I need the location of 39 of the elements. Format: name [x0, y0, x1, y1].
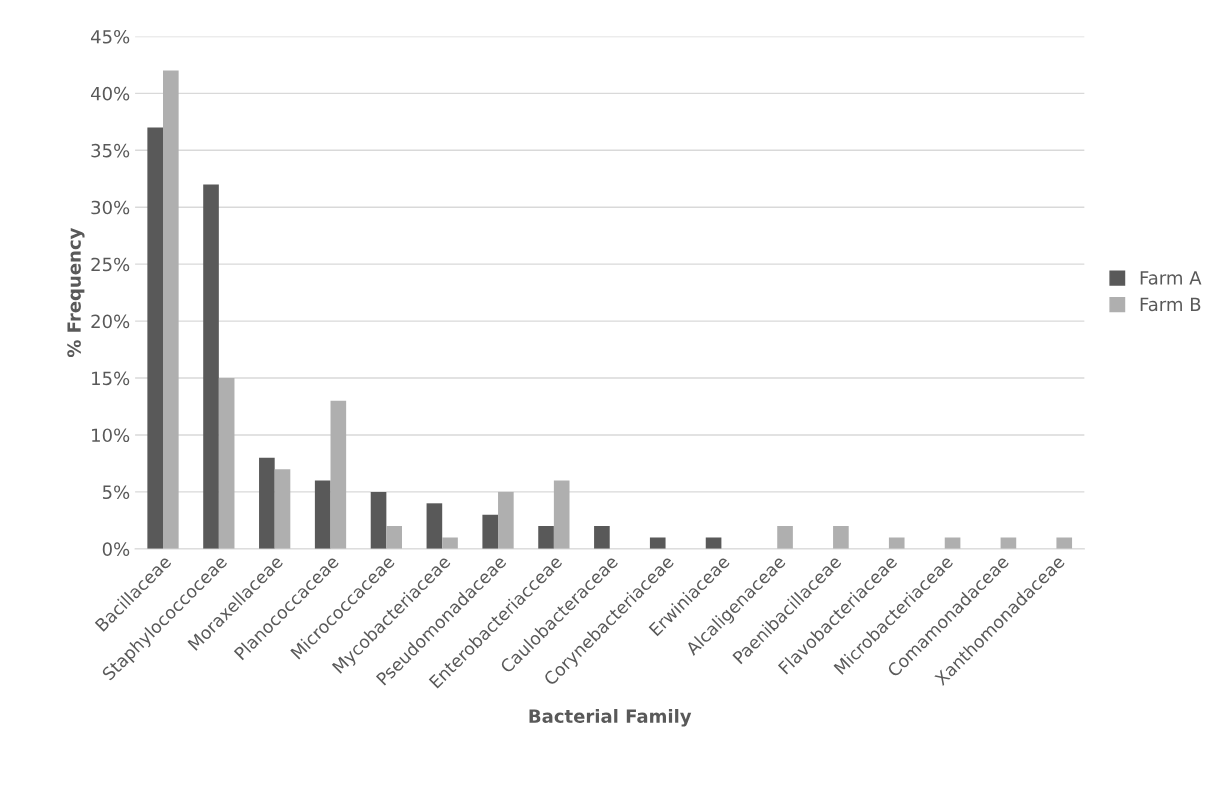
y-tick-label: 5%	[102, 485, 130, 500]
bar	[705, 537, 722, 549]
y-tick-label: 0%	[102, 542, 130, 556]
legend-label: Farm B	[1140, 297, 1201, 312]
bar	[888, 537, 905, 549]
bar	[944, 537, 961, 549]
bar	[330, 400, 347, 549]
bar	[553, 480, 570, 549]
bar	[314, 480, 331, 549]
y-tick-label: 35%	[91, 143, 130, 158]
bar	[833, 526, 849, 549]
bar	[594, 526, 610, 549]
y-tick-label: 40%	[90, 86, 130, 101]
y-tick-label: 45%	[90, 29, 130, 44]
bar	[259, 457, 275, 549]
bar	[218, 378, 235, 549]
bar	[370, 491, 387, 549]
bar	[147, 127, 164, 549]
bar	[163, 70, 179, 549]
bar	[442, 537, 458, 549]
bar	[538, 526, 554, 549]
bar	[498, 491, 514, 549]
bar	[203, 184, 219, 549]
legend-label: Farm A	[1140, 271, 1202, 285]
y-axis-title: % Frequency	[67, 227, 85, 358]
bar	[1000, 537, 1017, 549]
bar	[274, 469, 291, 549]
y-tick-label: 10%	[92, 428, 130, 443]
bar	[777, 526, 793, 549]
y-tick-label: 30%	[91, 200, 130, 215]
bar	[426, 503, 443, 549]
y-tick-label: 20%	[91, 314, 130, 329]
y-tick-label: 25%	[91, 257, 130, 272]
bar	[386, 526, 402, 549]
x-axis-title: Bacterial Family	[529, 708, 692, 727]
bar	[482, 514, 499, 549]
bar	[649, 537, 666, 549]
bar	[1056, 537, 1073, 549]
y-tick-label: 15%	[92, 371, 130, 386]
